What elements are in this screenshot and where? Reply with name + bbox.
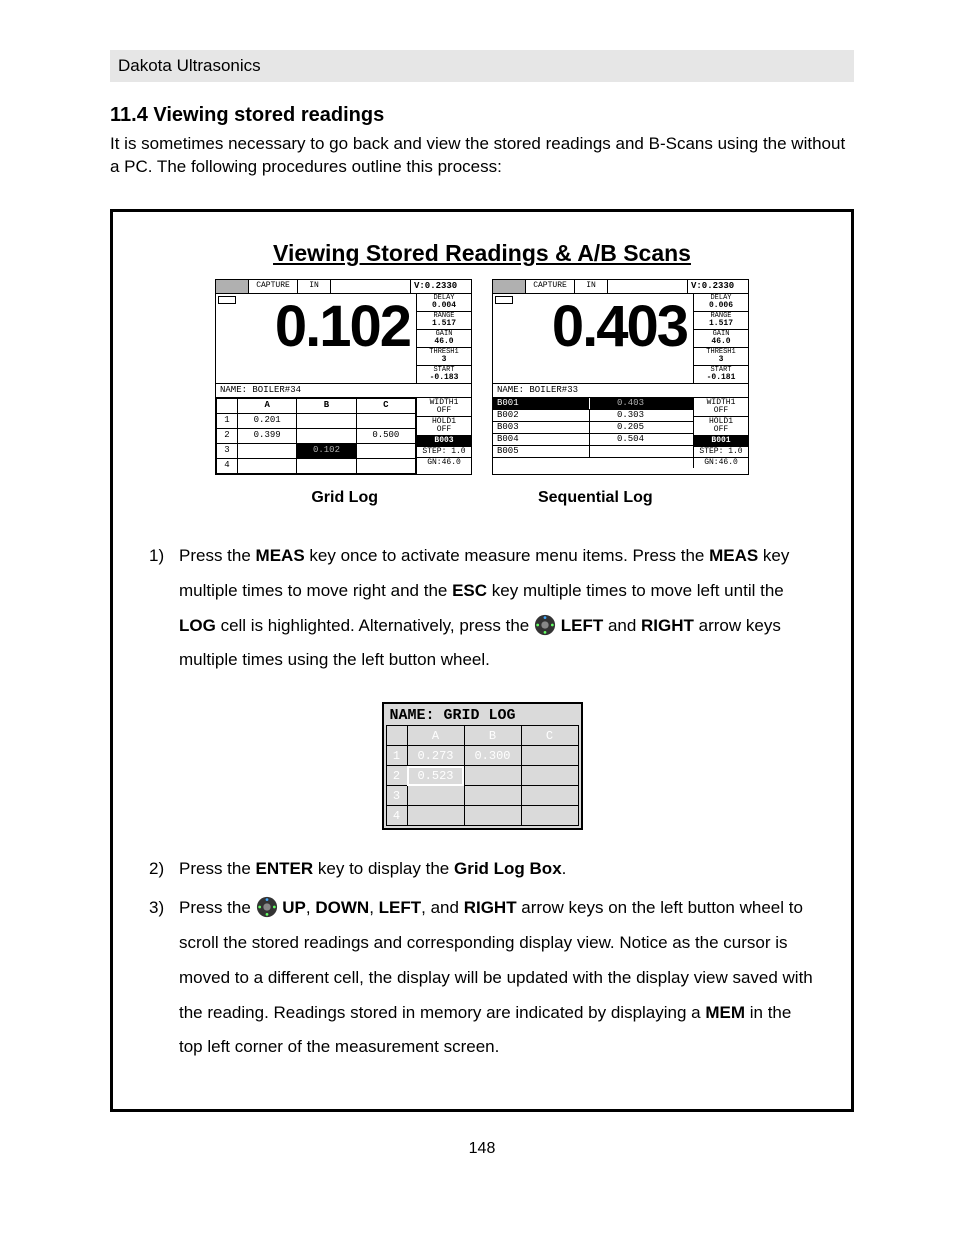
caption-sequential-log: Sequential Log xyxy=(538,489,653,507)
in-label: IN xyxy=(298,280,331,293)
box-code: B001 xyxy=(694,436,748,447)
procedure-box: Viewing Stored Readings & A/B Scans CAPT… xyxy=(110,209,854,1112)
lcd-sequential-log: CAPTURE IN V:0.2330 0.403 DELAY0.006 RAN… xyxy=(492,279,749,475)
wheel-icon xyxy=(256,896,278,918)
header-band: Dakota Ultrasonics xyxy=(110,50,854,82)
wheel-icon xyxy=(534,614,556,636)
lcd-grid-log: CAPTURE IN V:0.2330 0.102 DELAY0.004 RAN… xyxy=(215,279,472,475)
box-code: B003 xyxy=(417,436,471,447)
step-1: 1) Press the MEAS key once to activate m… xyxy=(149,539,815,678)
log-name: NAME: BOILER#33 xyxy=(497,386,744,395)
big-reading: 0.403 xyxy=(552,298,687,356)
big-reading: 0.102 xyxy=(275,298,410,356)
capture-label: CAPTURE xyxy=(249,280,298,293)
small-grid-name: NAME: GRID LOG xyxy=(386,704,579,725)
intro-paragraph: It is sometimes necessary to go back and… xyxy=(110,133,854,179)
small-grid-table: ABC10.2730.30020.52334 xyxy=(386,725,579,826)
mem-badge xyxy=(216,280,249,293)
screens-row: CAPTURE IN V:0.2330 0.102 DELAY0.004 RAN… xyxy=(125,279,839,475)
side-params: DELAY0.004 RANGE1.517 GAIN46.0 THRESH13 … xyxy=(416,294,471,383)
mem-badge xyxy=(493,280,526,293)
seq-list: B0010.403B0020.303B0030.205B0040.504B005 xyxy=(493,398,693,468)
grid-table: ABC10.20120.3990.50030.1024 xyxy=(216,398,416,474)
screen-captions: Grid Log Sequential Log xyxy=(125,489,839,507)
procedure-steps: 1) Press the MEAS key once to activate m… xyxy=(125,539,839,1065)
page-number: 148 xyxy=(110,1140,854,1158)
v-value: V:0.2330 xyxy=(411,280,471,293)
step-2: 2) Press the ENTER key to display the Gr… xyxy=(149,852,815,887)
caption-grid-log: Grid Log xyxy=(311,489,378,507)
section-title: 11.4 Viewing stored readings xyxy=(110,104,854,127)
log-name: NAME: BOILER#34 xyxy=(220,386,467,395)
brand-text: Dakota Ultrasonics xyxy=(118,56,261,75)
step-3: 3) Press the UP, DOWN, LEFT, and RIGHT a… xyxy=(149,891,815,1065)
grid-log-figure: NAME: GRID LOG ABC10.2730.30020.52334 xyxy=(149,702,815,830)
box-title: Viewing Stored Readings & A/B Scans xyxy=(125,240,839,267)
